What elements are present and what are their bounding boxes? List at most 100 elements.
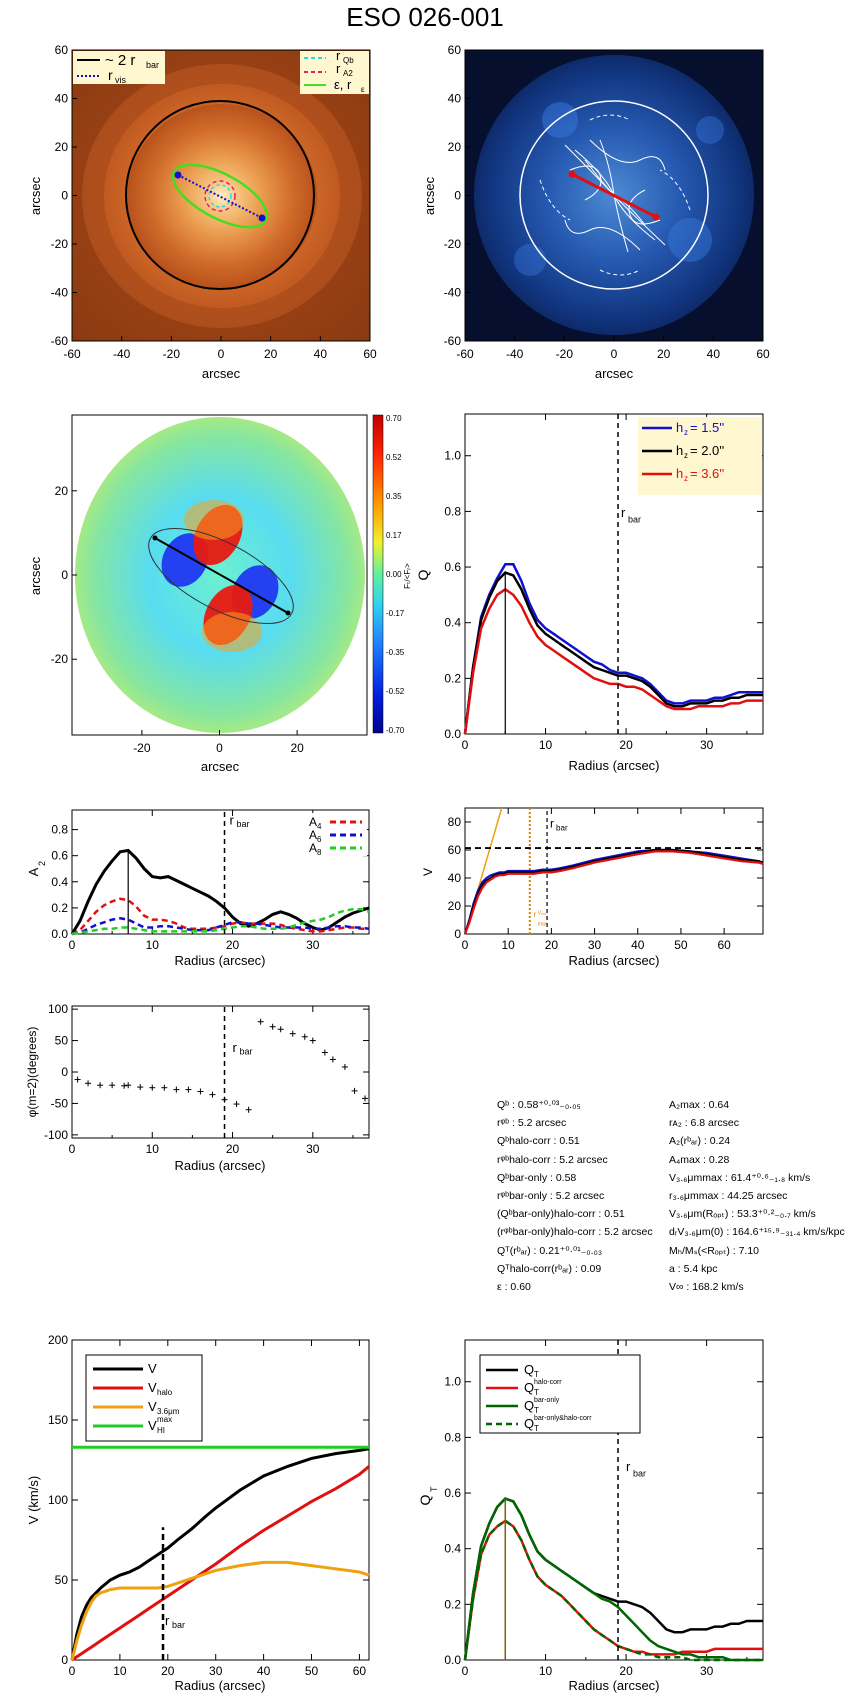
qtcorr-xlabel: Radius (arcsec) <box>568 1678 659 1693</box>
x-tick-label: 10 <box>146 938 160 952</box>
y-tick-label: 100 <box>48 1002 68 1016</box>
legend-ra2-sub: A2 <box>343 69 353 78</box>
legend-label: Q <box>524 1398 534 1413</box>
legend-sub: halo <box>157 1388 173 1397</box>
legend-rqb-sub: Qb <box>343 56 354 65</box>
colorbar-tick-label: -0.35 <box>386 648 405 657</box>
y-tick-label: 40 <box>448 92 462 106</box>
x-tick-label: 40 <box>707 347 721 361</box>
vmax-radius-sub: V₂ₒ₁ <box>538 910 547 916</box>
y-tick-label: 40 <box>448 871 462 885</box>
x-tick-label: 60 <box>363 347 377 361</box>
image-xlabel: arcsec <box>202 366 241 381</box>
series-line-V_halo <box>71 1465 370 1662</box>
rbar-label: r <box>165 1613 170 1628</box>
rbar-label: r <box>621 505 626 520</box>
contour-bar-line <box>571 172 657 219</box>
x-tick-label: 30 <box>588 938 602 952</box>
y-tick-label: -20 <box>444 237 462 251</box>
x-tick-label: 30 <box>209 1664 223 1678</box>
y-tick-label: 0.8 <box>51 823 68 837</box>
legend-2rbar-label: ~ 2 r <box>105 52 135 69</box>
legend-sup: bar-only&halo-corr <box>534 1415 592 1422</box>
colorbar-label: Fₜ/<Fᵣ> <box>403 563 412 589</box>
rbar-sub: bar <box>237 819 250 829</box>
param-qt-rbar: Qᵀ(rᵇₐᵣ) : 0.21⁺⁰·⁰¹₋₀.₀₃ <box>497 1244 603 1257</box>
y-tick-label: 0 <box>454 189 461 203</box>
x-tick-label: 10 <box>502 938 516 952</box>
param-vmax: V₃.₆μmmax : 61.4⁺⁰·⁶₋₁.₈ km/s <box>669 1171 811 1184</box>
y-tick-label: 0.4 <box>51 875 68 889</box>
legend-sub: T <box>534 1406 539 1415</box>
y-tick-label: 60 <box>448 43 462 57</box>
legend-sub: HI <box>157 1426 165 1435</box>
x-tick-label: 50 <box>674 938 688 952</box>
vhalo-xlabel: Radius (arcsec) <box>174 1678 265 1693</box>
x-tick-label: -20 <box>556 347 574 361</box>
legend-label: h <box>676 443 683 458</box>
rbar-sub: bar <box>172 1620 185 1630</box>
x-tick-label: 30 <box>700 1664 714 1678</box>
legend-label: A <box>309 841 317 855</box>
colorbar-tick-label: 0.17 <box>386 531 402 540</box>
rQb-circle <box>208 184 232 208</box>
x-tick-label: 20 <box>226 1142 240 1156</box>
legend-sub: 6 <box>317 835 322 844</box>
y-tick-label: 1.0 <box>444 449 461 463</box>
x-tick-label: 30 <box>700 738 714 752</box>
param-qb-halo: Qᵇhalo-corr : 0.51 <box>497 1135 580 1148</box>
y-tick-label: -100 <box>44 1128 68 1142</box>
x-tick-label: 0 <box>462 738 469 752</box>
x-tick-label: 10 <box>539 738 553 752</box>
image-legend-right: r Qb r A2 ε, r ε <box>300 48 369 94</box>
y-tick-label: 0.0 <box>444 1653 461 1667</box>
param-vinf: V∞ : 168.2 km/s <box>669 1281 744 1294</box>
param-epsilon: ε : 0.60 <box>497 1281 531 1294</box>
2rbar-circle <box>125 100 315 290</box>
y-tick-label: 0.8 <box>444 1430 461 1444</box>
y-tick-label: 150 <box>48 1413 68 1427</box>
colorbar-tick-label: 0.70 <box>386 414 402 423</box>
legend-label: V <box>148 1418 157 1433</box>
x-tick-label: 10 <box>113 1664 127 1678</box>
param-ra2: rᴀ₂ : 6.8 arcsec <box>669 1117 739 1130</box>
x-tick-label: 10 <box>146 1142 160 1156</box>
ratio-ylabel: arcsec <box>28 556 43 595</box>
x-tick-label: 20 <box>264 347 278 361</box>
param-a: a : 5.4 kpc <box>669 1262 718 1275</box>
x-tick-label: 10 <box>539 1664 553 1678</box>
colorbar-tick-label: -0.70 <box>386 726 405 735</box>
rbar-sub: bar <box>628 515 641 525</box>
x-tick-label: 0 <box>216 741 223 755</box>
x-tick-label: -60 <box>456 347 474 361</box>
legend-label: V <box>148 1399 157 1414</box>
param-mh-ms: Mₕ/Mₛ(<Rₒₚₜ) : 7.10 <box>669 1244 760 1257</box>
contour-bar-endpoint-left <box>568 170 576 178</box>
parameter-column-right: A₂max : 0.64 rᴀ₂ : 6.8 arcsec A₂(rᵇₐᵣ) :… <box>669 1096 845 1296</box>
param-drv: dᵣV₃.₆μm(0) : 164.6⁺¹⁵·⁹₋₃₁.₄ km/s/kpc <box>669 1226 845 1239</box>
x-tick-label: -60 <box>63 347 81 361</box>
colorbar-tick-label: 0.52 <box>386 453 402 462</box>
force-ratio-panel: 0.70 0.52 0.35 0.17 0.00 -0.17 -0.35 -0.52 -0.70… <box>28 414 412 774</box>
galaxy-image-panel: ~ 2 r bar r vis r Qb r A2 ε, r ε -60 -40-… <box>28 43 377 381</box>
legend-sup: halo-corr <box>534 1379 562 1386</box>
series-line-A6 <box>71 917 370 936</box>
param-rqb-halo: rᵠᵇhalo-corr : 5.2 arcsec <box>497 1153 608 1166</box>
y-tick-label: 0 <box>61 189 68 203</box>
legend-rvis-sub: vis <box>115 75 126 85</box>
x-tick-label: -20 <box>163 347 181 361</box>
y-tick-label: 0.2 <box>51 901 68 915</box>
param-rqb: rᵠᵇ : 5.2 arcsec <box>497 1117 567 1130</box>
a2-ylabel-sub: 2 <box>37 861 47 866</box>
contour-bar-endpoint-right <box>652 213 660 221</box>
vmax-radius-label: r <box>534 910 537 919</box>
qtcorr-ylabel-sub: T <box>429 1486 439 1492</box>
y-tick-label: 0.2 <box>444 671 461 685</box>
series-line-red <box>463 587 763 735</box>
x-tick-label: 40 <box>631 938 645 952</box>
x-tick-label: 60 <box>717 938 731 952</box>
y-tick-label: 20 <box>55 140 69 154</box>
